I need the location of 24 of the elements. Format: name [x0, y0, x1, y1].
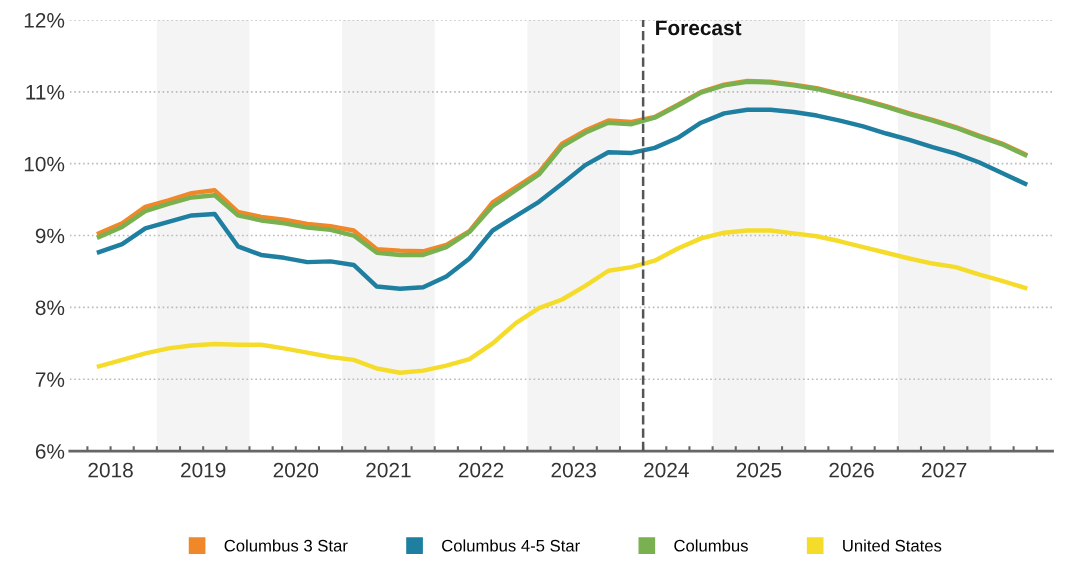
legend-label: Columbus — [674, 539, 748, 552]
x-tick-label: 2020 — [273, 462, 319, 478]
x-tick-label: 2018 — [88, 462, 133, 478]
line-series — [96, 107, 1028, 291]
y-tick-label: 10% — [24, 156, 65, 172]
x-tick-label: 2019 — [181, 462, 226, 478]
legend-label: Columbus 4-5 Star — [442, 539, 580, 552]
ref-line-label: Forecast — [656, 20, 742, 36]
x-tick-label: 2024 — [644, 462, 689, 478]
y-tick-label: 8% — [35, 300, 65, 316]
x-tick-label: 2027 — [922, 462, 967, 478]
legend-label: Columbus 3 Star — [224, 539, 348, 552]
legend-label: United States — [843, 539, 942, 552]
y-tick-label: 7% — [35, 372, 65, 387]
x-tick-label: 2025 — [736, 462, 782, 478]
y-tick-label: 6% — [35, 444, 65, 459]
y-tick-label: 11% — [26, 84, 65, 100]
x-tick-label: 2026 — [829, 462, 874, 478]
line-series — [96, 228, 1028, 375]
y-tick-label: 9% — [35, 228, 65, 244]
x-tick-label: 2021 — [366, 462, 411, 478]
x-tick-label: 2023 — [551, 462, 596, 478]
x-tick-label: 2022 — [458, 462, 504, 478]
y-tick-label: 12% — [24, 12, 65, 28]
